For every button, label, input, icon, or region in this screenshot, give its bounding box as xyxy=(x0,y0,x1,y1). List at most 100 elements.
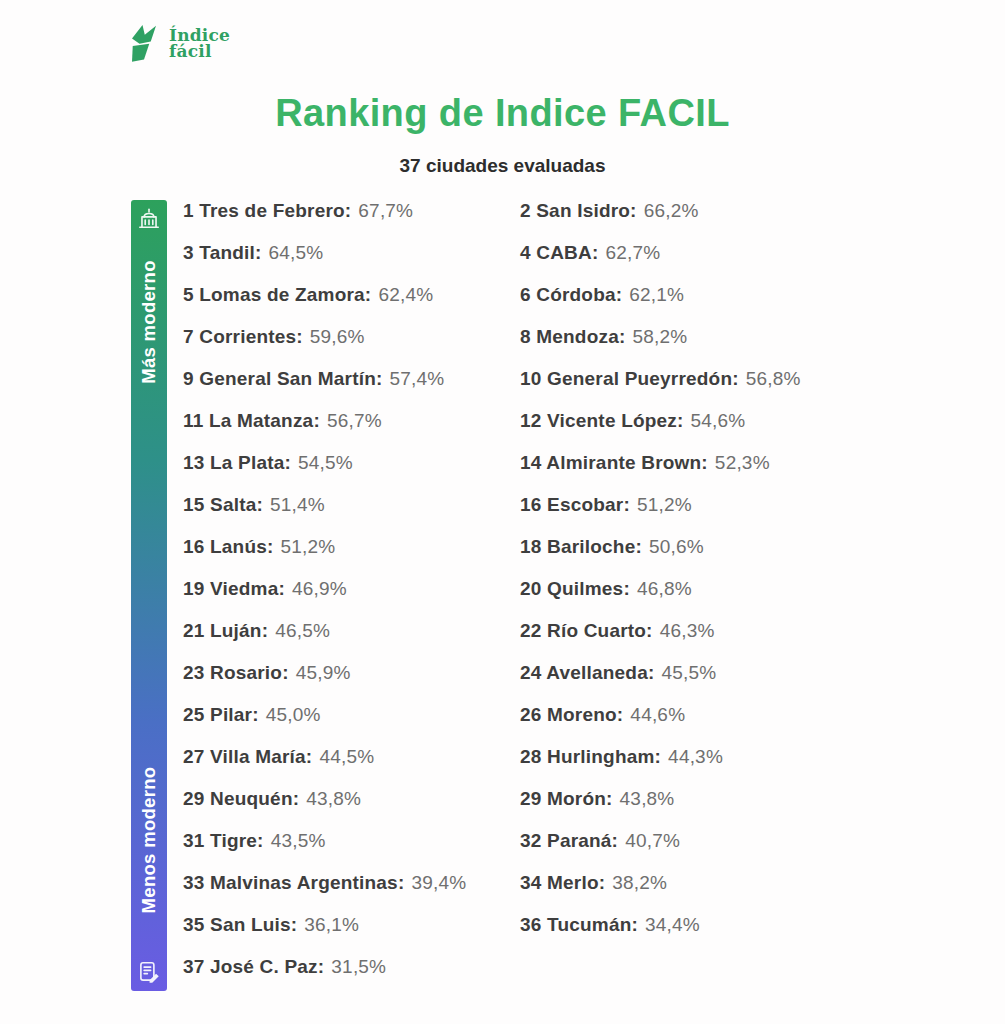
rank-city-label: 10 General Pueyrredón: xyxy=(520,368,739,390)
rank-city-label: 3 Tandil: xyxy=(183,242,262,264)
rank-value: 43,8% xyxy=(620,788,675,810)
brand-name: Índice fácil xyxy=(169,27,230,59)
rank-city-label: 11 La Matanza: xyxy=(183,410,320,432)
rank-value: 44,3% xyxy=(668,746,723,768)
rank-city-label: 8 Mendoza: xyxy=(520,326,625,348)
rank-value: 62,1% xyxy=(629,284,684,306)
rank-city-label: 24 Avellaneda: xyxy=(520,662,654,684)
ranking-row: 32 Paraná: 40,7% xyxy=(520,820,801,862)
brand-name-line2: fácil xyxy=(169,43,230,59)
rank-value: 46,8% xyxy=(637,578,692,600)
rank-value: 51,2% xyxy=(281,536,336,558)
modernity-scale-bar: Más moderno Menos moderno xyxy=(131,200,167,991)
ranking-row: 23 Rosario: 45,9% xyxy=(183,652,466,694)
rank-value: 46,9% xyxy=(292,578,347,600)
ranking-row: 1 Tres de Febrero: 67,7% xyxy=(183,190,466,232)
rank-value: 59,6% xyxy=(310,326,365,348)
rank-value: 46,3% xyxy=(660,620,715,642)
ranking-row: 33 Malvinas Argentinas: 39,4% xyxy=(183,862,466,904)
indice-facil-logo-icon xyxy=(126,22,162,64)
rank-value: 38,2% xyxy=(612,872,667,894)
ranking-column-right: 2 San Isidro: 66,2% 4 CABA: 62,7% 6 Córd… xyxy=(520,190,801,946)
rank-city-label: 21 Luján: xyxy=(183,620,268,642)
ranking-row: 29 Neuquén: 43,8% xyxy=(183,778,466,820)
rank-city-label: 20 Quilmes: xyxy=(520,578,630,600)
rank-city-label: 12 Vicente López: xyxy=(520,410,684,432)
rank-city-label: 22 Río Cuarto: xyxy=(520,620,653,642)
rank-value: 62,7% xyxy=(605,242,660,264)
rank-city-label: 5 Lomas de Zamora: xyxy=(183,284,371,306)
scale-label-more-modern: Más moderno xyxy=(138,260,160,384)
page-title: Ranking de Indice FACIL xyxy=(0,92,1005,135)
rank-value: 52,3% xyxy=(715,452,770,474)
rank-city-label: 6 Córdoba: xyxy=(520,284,622,306)
rank-city-label: 15 Salta: xyxy=(183,494,263,516)
rank-city-label: 26 Moreno: xyxy=(520,704,623,726)
infographic-canvas: Índice fácil Ranking de Indice FACIL 37 … xyxy=(0,0,1005,1024)
rank-city-label: 31 Tigre: xyxy=(183,830,264,852)
ranking-row: 14 Almirante Brown: 52,3% xyxy=(520,442,801,484)
rank-city-label: 37 José C. Paz: xyxy=(183,956,324,978)
ranking-row: 5 Lomas de Zamora: 62,4% xyxy=(183,274,466,316)
rank-city-label: 9 General San Martín: xyxy=(183,368,383,390)
rank-city-label: 2 San Isidro: xyxy=(520,200,637,222)
ranking-row: 19 Viedma: 46,9% xyxy=(183,568,466,610)
rank-value: 46,5% xyxy=(275,620,330,642)
rank-city-label: 19 Viedma: xyxy=(183,578,285,600)
ranking-row: 21 Luján: 46,5% xyxy=(183,610,466,652)
rank-city-label: 36 Tucumán: xyxy=(520,914,638,936)
ranking-row: 11 La Matanza: 56,7% xyxy=(183,400,466,442)
ranking-row: 26 Moreno: 44,6% xyxy=(520,694,801,736)
rank-city-label: 28 Hurlingham: xyxy=(520,746,661,768)
ranking-row: 31 Tigre: 43,5% xyxy=(183,820,466,862)
ranking-row: 6 Córdoba: 62,1% xyxy=(520,274,801,316)
rank-city-label: 4 CABA: xyxy=(520,242,598,264)
rank-value: 45,9% xyxy=(296,662,351,684)
ranking-row: 35 San Luis: 36,1% xyxy=(183,904,466,946)
rank-value: 34,4% xyxy=(645,914,700,936)
rank-city-label: 1 Tres de Febrero: xyxy=(183,200,351,222)
ranking-row: 29 Morón: 43,8% xyxy=(520,778,801,820)
rank-city-label: 23 Rosario: xyxy=(183,662,289,684)
rank-value: 44,6% xyxy=(630,704,685,726)
rank-city-label: 16 Escobar: xyxy=(520,494,630,516)
rank-value: 45,0% xyxy=(266,704,321,726)
ranking-row: 37 José C. Paz: 31,5% xyxy=(183,946,466,988)
brand-logo: Índice fácil xyxy=(126,22,230,64)
rank-value: 45,5% xyxy=(661,662,716,684)
rank-value: 50,6% xyxy=(649,536,704,558)
rank-value: 36,1% xyxy=(304,914,359,936)
rank-value: 56,8% xyxy=(746,368,801,390)
document-pencil-icon xyxy=(136,959,162,985)
page-subtitle: 37 ciudades evaluadas xyxy=(0,155,1005,177)
ranking-row: 3 Tandil: 64,5% xyxy=(183,232,466,274)
city-building-icon xyxy=(136,205,162,231)
rank-value: 66,2% xyxy=(644,200,699,222)
rank-city-label: 16 Lanús: xyxy=(183,536,274,558)
ranking-row: 7 Corrientes: 59,6% xyxy=(183,316,466,358)
ranking-column-left: 1 Tres de Febrero: 67,7% 3 Tandil: 64,5%… xyxy=(183,190,466,988)
rank-value: 58,2% xyxy=(632,326,687,348)
rank-value: 56,7% xyxy=(327,410,382,432)
ranking-row: 22 Río Cuarto: 46,3% xyxy=(520,610,801,652)
rank-value: 39,4% xyxy=(411,872,466,894)
rank-value: 51,2% xyxy=(637,494,692,516)
ranking-row: 16 Escobar: 51,2% xyxy=(520,484,801,526)
rank-city-label: 14 Almirante Brown: xyxy=(520,452,708,474)
rank-value: 67,7% xyxy=(358,200,413,222)
rank-city-label: 33 Malvinas Argentinas: xyxy=(183,872,404,894)
rank-city-label: 25 Pilar: xyxy=(183,704,259,726)
rank-value: 40,7% xyxy=(625,830,680,852)
rank-value: 57,4% xyxy=(390,368,445,390)
ranking-row: 10 General Pueyrredón: 56,8% xyxy=(520,358,801,400)
ranking-row: 12 Vicente López: 54,6% xyxy=(520,400,801,442)
rank-city-label: 18 Bariloche: xyxy=(520,536,642,558)
rank-city-label: 29 Neuquén: xyxy=(183,788,299,810)
rank-value: 62,4% xyxy=(378,284,433,306)
rank-value: 64,5% xyxy=(269,242,324,264)
ranking-row: 13 La Plata: 54,5% xyxy=(183,442,466,484)
rank-value: 54,5% xyxy=(298,452,353,474)
rank-city-label: 35 San Luis: xyxy=(183,914,297,936)
rank-city-label: 13 La Plata: xyxy=(183,452,291,474)
rank-city-label: 29 Morón: xyxy=(520,788,613,810)
